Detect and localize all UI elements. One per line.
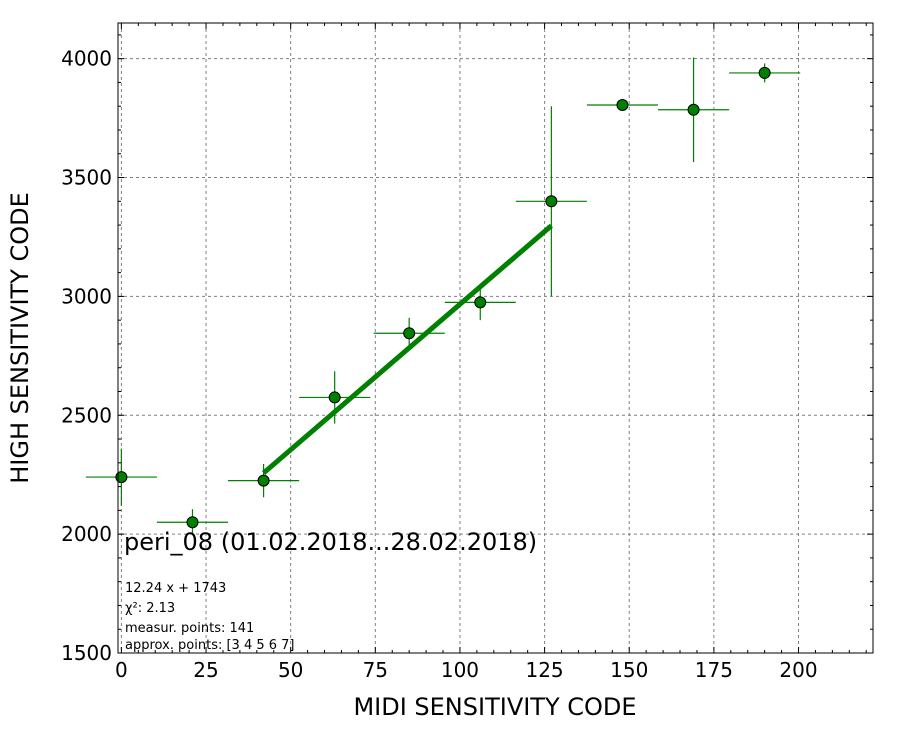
ticks-layer: 0 25 50 75 100 125 150 175 200 1500 2000 2500 3000 35…	[61, 23, 873, 682]
annotation-measur-points: measur. points: 141	[125, 621, 254, 636]
data-point	[758, 66, 771, 79]
x-tick-label: 175	[695, 658, 733, 682]
data-point	[115, 471, 128, 484]
x-tick-label: 100	[441, 658, 479, 682]
y-axis-label: HIGH SENSITIVITY CODE	[6, 192, 34, 484]
data-point	[687, 103, 700, 116]
x-tick-label: 0	[115, 658, 128, 682]
data-point	[186, 516, 199, 529]
y-tick-label: 4000	[61, 47, 112, 71]
y-tick-label: 2000	[61, 522, 112, 546]
data-point	[403, 327, 416, 340]
data-point	[257, 474, 270, 487]
x-tick-label: 75	[363, 658, 388, 682]
x-tick-label: 200	[779, 658, 817, 682]
data-points-layer	[115, 66, 771, 529]
fit-line	[261, 223, 553, 475]
annotation-title: peri_08 (01.02.2018...28.02.2018)	[124, 528, 537, 556]
x-tick-label: 150	[610, 658, 648, 682]
fit-line-layer	[261, 223, 553, 475]
y-tick-label: 2500	[61, 403, 112, 427]
data-point	[474, 296, 487, 309]
y-tick-label: 3000	[61, 284, 112, 308]
x-axis-label: MIDI SENSITIVITY CODE	[353, 693, 636, 721]
x-tick-label: 50	[278, 658, 303, 682]
annotation-chi2: χ²: 2.13	[125, 601, 175, 616]
data-point	[616, 99, 629, 112]
data-point	[545, 195, 558, 208]
grid	[118, 23, 873, 653]
data-point	[328, 391, 341, 404]
y-tick-label: 1500	[61, 641, 112, 665]
x-tick-label: 125	[525, 658, 563, 682]
annotation-equation: 12.24 x + 1743	[125, 581, 226, 596]
x-tick-label: 25	[193, 658, 218, 682]
plot-frame	[117, 22, 874, 654]
y-tick-label: 3500	[61, 166, 112, 190]
annotation-approx-points: approx. points: [3 4 5 6 7]	[125, 638, 295, 653]
